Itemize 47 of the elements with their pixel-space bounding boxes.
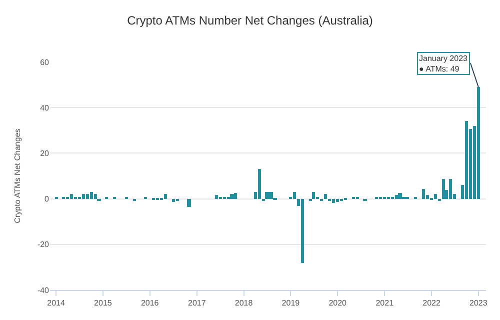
y-tick-label: -20 xyxy=(37,240,50,250)
bar xyxy=(449,179,452,199)
bar xyxy=(422,189,425,199)
y-axis-title: Crypto ATMs Net Changes xyxy=(13,128,22,224)
bar xyxy=(94,194,97,199)
bar xyxy=(336,199,339,202)
y-tick-label: 0 xyxy=(44,194,50,204)
bar xyxy=(234,193,237,199)
x-tick-label: 2017 xyxy=(188,298,206,308)
bar xyxy=(332,199,335,203)
x-tick-label: 2020 xyxy=(328,298,348,308)
bar xyxy=(215,195,218,199)
bar xyxy=(269,192,273,199)
bar xyxy=(265,192,269,199)
chart-title: Crypto ATMs Number Net Changes (Australia) xyxy=(127,13,373,28)
bar xyxy=(477,87,480,199)
bar xyxy=(465,121,468,199)
bar xyxy=(442,179,445,199)
y-tick-label: 60 xyxy=(40,58,50,67)
bar xyxy=(312,192,315,199)
bar xyxy=(301,199,304,263)
bar xyxy=(230,194,234,199)
bar xyxy=(434,194,437,199)
y-tick-label: 20 xyxy=(40,149,50,158)
y-tick-label: 40 xyxy=(40,103,50,112)
bar xyxy=(293,192,296,199)
bar xyxy=(324,194,327,199)
y-tick-label: -40 xyxy=(37,286,50,295)
bar xyxy=(86,194,89,199)
x-tick-label: 2019 xyxy=(282,298,300,308)
bar xyxy=(70,194,73,199)
bar xyxy=(258,169,261,199)
bar xyxy=(172,199,175,202)
x-tick-label: 2015 xyxy=(94,298,112,308)
x-tick-label: 2018 xyxy=(234,298,254,308)
x-tick-label: 2022 xyxy=(422,298,441,308)
x-tick-label: 2023 xyxy=(470,298,488,308)
x-tick-label: 2021 xyxy=(376,298,394,308)
x-tick-label: 2014 xyxy=(47,298,66,308)
annotation: January 2023 ● ATMs: 49 xyxy=(419,54,468,74)
bar xyxy=(164,194,167,199)
x-tick-label: 2016 xyxy=(140,298,160,308)
bar xyxy=(90,192,93,199)
bar xyxy=(395,195,398,199)
bar xyxy=(398,193,402,199)
bar xyxy=(187,199,191,207)
bar xyxy=(82,194,85,199)
